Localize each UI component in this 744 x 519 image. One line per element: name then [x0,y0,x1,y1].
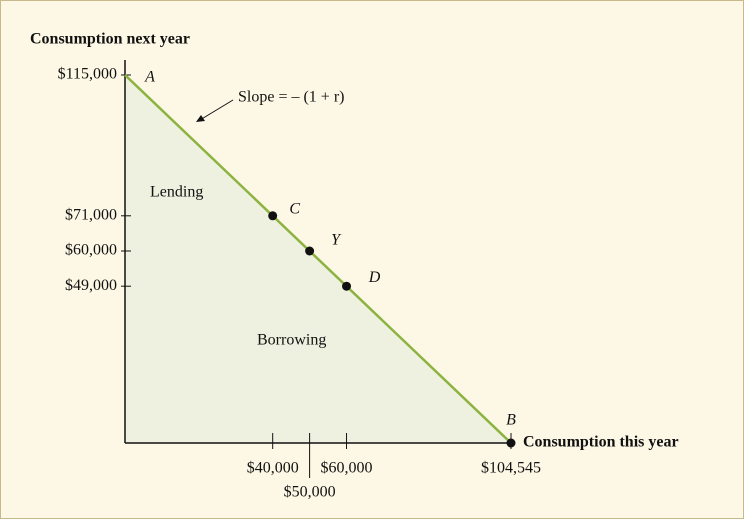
slope-arrow [199,99,234,121]
point-label: A [144,69,155,86]
x-tick-label: $50,000 [284,484,336,501]
region-label: Borrowing [257,332,326,349]
point-label: C [289,200,300,217]
x-tick-label: $40,000 [247,460,299,477]
point [305,246,315,256]
x-tick-label: $104,545 [481,460,541,477]
point-label: D [368,269,381,286]
line [124,74,512,444]
x-tick-label: $60,000 [321,460,373,477]
y-tick-label: $115,000 [58,66,117,83]
point [342,281,352,291]
slope-arrow-head [196,115,205,122]
point-label: Y [331,232,342,249]
point [506,438,516,448]
slope-label: Slope = – (1 + r) [238,89,344,106]
y-tick-label: $49,000 [65,277,117,294]
x-axis-label: Consumption this year [523,434,679,451]
y-tick-label: $60,000 [65,242,117,259]
region-label: Lending [150,184,203,201]
point [268,211,278,221]
y-axis-label: Consumption next year [30,31,190,48]
point-label: B [506,412,516,429]
y-tick-label: $71,000 [65,206,117,223]
